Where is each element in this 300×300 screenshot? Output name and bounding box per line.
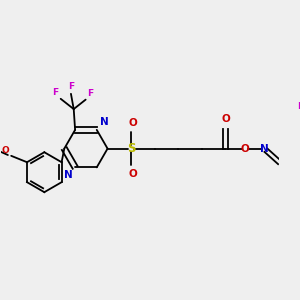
Text: O: O <box>128 118 137 128</box>
Text: O: O <box>221 115 230 124</box>
Text: N: N <box>64 170 72 180</box>
Text: N: N <box>100 117 108 127</box>
Text: F: F <box>88 89 94 98</box>
Text: O: O <box>1 146 9 155</box>
Text: F: F <box>298 102 300 111</box>
Text: O: O <box>128 169 137 179</box>
Text: O: O <box>241 144 249 154</box>
Text: S: S <box>127 142 135 155</box>
Text: F: F <box>68 82 74 91</box>
Text: F: F <box>52 88 58 97</box>
Text: N: N <box>260 144 269 154</box>
